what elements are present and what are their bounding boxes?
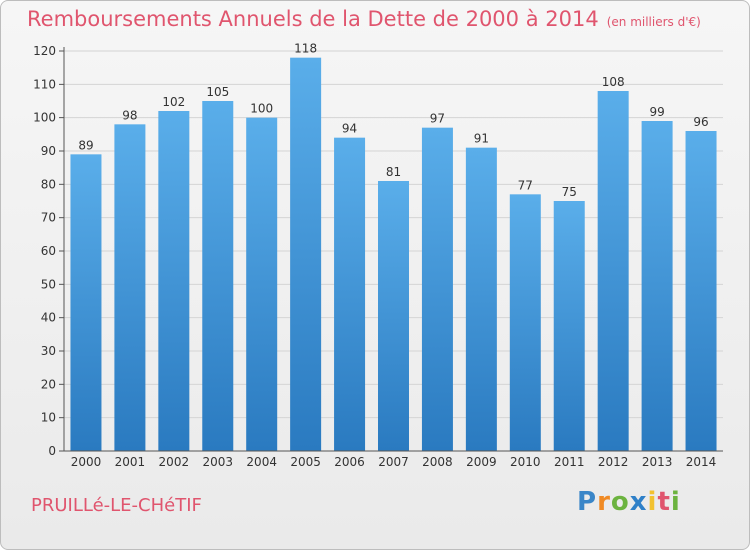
bar <box>378 181 409 451</box>
data-label: 75 <box>562 185 577 199</box>
bars <box>70 57 717 452</box>
data-label: 105 <box>206 85 229 99</box>
x-tick-label: 2013 <box>642 455 673 469</box>
y-tick-label: 110 <box>33 77 56 91</box>
x-tick-label: 2011 <box>554 455 585 469</box>
y-tick-label: 40 <box>41 311 56 325</box>
y-tick-label: 70 <box>41 211 56 225</box>
data-label: 96 <box>693 115 708 129</box>
bar <box>290 57 322 452</box>
logo-letter: P <box>577 487 598 517</box>
data-label: 118 <box>294 42 317 56</box>
x-tick-label: 2003 <box>202 455 233 469</box>
x-tick-label: 2009 <box>466 455 497 469</box>
y-tick-label: 120 <box>33 44 56 58</box>
data-label: 89 <box>78 138 93 152</box>
chart-title-text: Remboursements Annuels de la Dette de 20… <box>27 7 599 31</box>
bar <box>641 121 673 451</box>
data-label: 77 <box>518 178 533 192</box>
bar <box>202 101 234 451</box>
y-tick-label: 30 <box>41 344 56 358</box>
logo-letter: i <box>670 487 681 517</box>
y-tick-label: 90 <box>41 144 56 158</box>
y-tick-label: 50 <box>41 277 56 291</box>
y-tick-label: 0 <box>48 444 56 458</box>
x-tick-label: 2001 <box>115 455 146 469</box>
chart-title: Remboursements Annuels de la Dette de 20… <box>27 7 701 31</box>
bar <box>114 124 146 451</box>
y-tick-label: 100 <box>33 111 56 125</box>
data-label: 102 <box>162 95 185 109</box>
logo-letter: t <box>657 487 671 517</box>
y-tick-label: 10 <box>41 411 56 425</box>
logo-letter: o <box>610 487 630 517</box>
bar <box>421 127 453 452</box>
y-tick-labels: 0 10 20 30 40 50 60 70 80 90 100 110 120 <box>33 44 56 458</box>
data-label: 100 <box>250 102 273 116</box>
bar <box>685 131 717 451</box>
bar <box>509 194 541 452</box>
data-label: 99 <box>649 105 664 119</box>
x-tick-label: 2007 <box>378 455 409 469</box>
data-label: 91 <box>474 132 489 146</box>
x-tick-label: 2002 <box>159 455 190 469</box>
chart-subtitle: (en milliers d'€) <box>606 15 701 29</box>
x-tick-labels: 2000 2001 2002 2003 2004 2005 2006 2007 2008 2009… <box>71 455 717 469</box>
place-name: PRUILLé-LE-CHéTIF <box>31 495 202 516</box>
y-tick-label: 20 <box>41 377 56 391</box>
y-tick-label: 60 <box>41 244 56 258</box>
bar <box>158 111 190 451</box>
proxiti-logo: Proxiti <box>577 487 681 517</box>
axes <box>63 47 723 452</box>
data-label: 97 <box>430 112 445 126</box>
x-tick-label: 2005 <box>290 455 321 469</box>
data-label: 81 <box>386 165 401 179</box>
y-tick-label: 80 <box>41 177 56 191</box>
data-label: 94 <box>342 122 357 136</box>
logo-letter: r <box>597 487 611 517</box>
bar <box>553 201 585 451</box>
x-tick-label: 2006 <box>334 455 365 469</box>
logo-letter: i <box>647 487 658 517</box>
data-labels: 89 98 102 105 100 118 94 81 97 91 77 75 108 99 96 <box>78 42 708 199</box>
bar <box>246 117 278 452</box>
x-tick-label: 2004 <box>246 455 277 469</box>
bar <box>465 147 497 451</box>
x-tick-label: 2000 <box>71 455 102 469</box>
x-tick-label: 2012 <box>598 455 629 469</box>
x-tick-label: 2008 <box>422 455 453 469</box>
bar <box>334 137 366 451</box>
x-tick-label: 2014 <box>686 455 717 469</box>
x-tick-label: 2010 <box>510 455 541 469</box>
data-label: 108 <box>602 75 625 89</box>
logo-letter: x <box>629 487 648 517</box>
bar <box>597 91 629 451</box>
bar <box>70 154 102 452</box>
data-label: 98 <box>122 108 137 122</box>
